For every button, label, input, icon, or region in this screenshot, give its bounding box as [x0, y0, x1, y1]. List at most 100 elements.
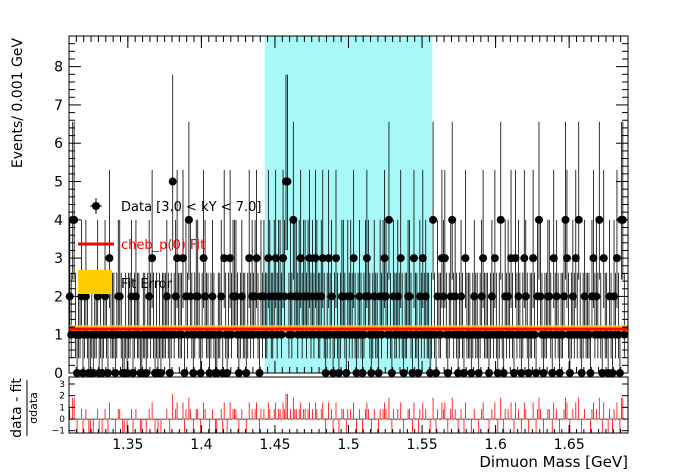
resid-y-tick-label-3: 3 — [59, 380, 65, 390]
residual-bar-271 — [467, 419, 469, 421]
residual-bar-30 — [113, 419, 115, 421]
residual-bar-108 — [228, 419, 230, 421]
residual-bar-256 — [445, 419, 447, 421]
residual-bar-303 — [515, 402, 516, 419]
residual-bar-278 — [478, 419, 480, 433]
residual-bar-206 — [372, 419, 374, 421]
residual-bar-35 — [120, 419, 122, 421]
residual-bar-1 — [70, 419, 72, 421]
residual-bar-57 — [153, 419, 154, 421]
main-panel: 0 1 2 3 4 5 6 7 8 Events/ 0.001 GeV Data [3.0 < … — [10, 35, 629, 382]
residual-bar-248 — [434, 419, 435, 421]
y-tick-label-7: 7 — [54, 98, 63, 114]
residual-bar-165 — [312, 409, 313, 419]
data-point-344 — [571, 254, 580, 263]
data-point-310 — [521, 292, 530, 301]
data-point-27 — [105, 254, 114, 263]
residual-bar-377 — [623, 419, 625, 421]
residual-bar-199 — [362, 419, 363, 433]
residual-bar-267 — [462, 419, 463, 421]
residual-bar-225 — [400, 402, 402, 419]
residual-bar-178 — [331, 409, 332, 419]
residual-bar-29 — [111, 419, 113, 421]
residual-bar-38 — [125, 419, 127, 421]
residual-bar-126 — [254, 409, 256, 419]
residual-bar-200 — [363, 419, 365, 421]
residual-bar-344 — [575, 402, 577, 419]
data-point-135 — [264, 254, 273, 263]
data-point-87 — [193, 292, 202, 301]
data-point-24 — [101, 292, 110, 301]
x-axis-label: Dimuon Mass [GeV] — [479, 453, 628, 471]
residual-bar-94 — [207, 419, 209, 421]
residual-bar-370 — [613, 409, 615, 419]
residual-bar-287 — [491, 409, 493, 419]
residual-bar-274 — [472, 419, 474, 421]
data-point-329 — [549, 254, 558, 263]
residual-bar-186 — [342, 409, 344, 419]
legend-label-fit: cheb_p(0) Fit — [121, 238, 205, 253]
residual-bar-9 — [82, 419, 84, 433]
signal-region-band — [264, 36, 433, 373]
residual-bar-11 — [85, 409, 87, 419]
residual-bar-323 — [544, 419, 546, 421]
data-point-254 — [439, 292, 448, 301]
residual-bar-332 — [557, 419, 559, 421]
residual-bar-97 — [212, 409, 213, 419]
residual-bar-136 — [269, 409, 271, 419]
residual-bar-194 — [354, 419, 356, 421]
residual-bar-291 — [497, 419, 499, 433]
data-point-11 — [81, 292, 90, 301]
data-point-54 — [145, 292, 154, 301]
residual-bar-184 — [340, 419, 341, 421]
residual-y-axis-label-denominator: σdata — [27, 392, 40, 424]
residual-bar-279 — [479, 419, 481, 421]
residual-bar-372 — [616, 402, 618, 419]
data-point-320 — [536, 292, 545, 301]
residual-bar-188 — [345, 419, 347, 433]
residual-bar-113 — [235, 409, 237, 419]
residual-bar-331 — [556, 409, 558, 419]
legend-label-fit-error: Fit Error — [121, 277, 173, 292]
residual-bar-375 — [620, 397, 622, 419]
data-point-76 — [177, 330, 186, 339]
x-tick-label-1.6: 1.6 — [484, 437, 506, 453]
data-point-293 — [496, 215, 505, 224]
residual-bar-349 — [582, 419, 584, 421]
residual-bar-60 — [157, 419, 159, 433]
residual-bar-212 — [381, 419, 383, 421]
residual-bar-13 — [88, 419, 90, 433]
residual-bar-191 — [350, 409, 352, 419]
residual-bar-302 — [513, 419, 515, 433]
residual-bar-353 — [588, 419, 590, 421]
residual-bar-259 — [450, 409, 452, 419]
data-point-353 — [585, 330, 594, 339]
residual-bar-342 — [572, 409, 574, 419]
residual-bar-22 — [101, 419, 103, 433]
residual-bar-320 — [540, 409, 541, 419]
residual-bar-373 — [618, 419, 619, 421]
residual-bar-371 — [615, 419, 616, 421]
residual-bar-64 — [163, 419, 165, 421]
residual-bar-232 — [410, 419, 412, 421]
residual-bar-72 — [175, 409, 177, 419]
residual-bar-106 — [225, 419, 227, 421]
residual-bar-0 — [69, 409, 71, 419]
data-point-105 — [220, 254, 229, 263]
residual-bar-6 — [78, 419, 79, 421]
residual-bar-238 — [419, 409, 421, 419]
residual-bar-226 — [401, 419, 403, 421]
residual-bar-335 — [562, 419, 563, 421]
residual-bar-139 — [273, 409, 275, 419]
data-point-34 — [115, 292, 124, 301]
x-tick-label-1.45: 1.45 — [259, 437, 290, 453]
data-point-238 — [415, 292, 424, 301]
residual-bar-91 — [203, 402, 205, 419]
residual-bar-217 — [388, 397, 390, 419]
data-point-102 — [215, 330, 224, 339]
data-point-316 — [530, 330, 539, 339]
residual-bar-253 — [441, 402, 443, 419]
residual-bar-298 — [507, 409, 509, 419]
residual-bar-326 — [548, 409, 550, 419]
